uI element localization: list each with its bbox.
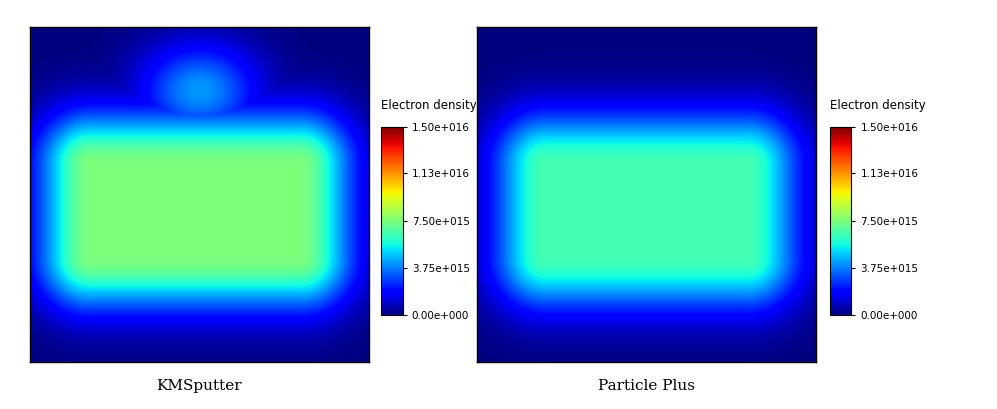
Text: KMSputter: KMSputter [157,379,242,393]
Text: Electron density: Electron density [381,99,477,112]
Text: Electron density: Electron density [830,99,925,112]
Text: Particle Plus: Particle Plus [597,379,695,393]
